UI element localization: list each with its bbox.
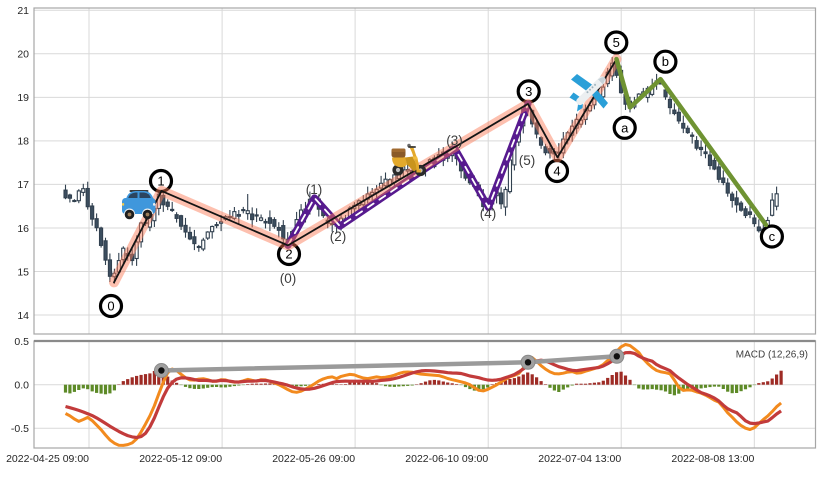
svg-text:(4): (4) (480, 206, 497, 221)
svg-text:0.5: 0.5 (14, 336, 29, 348)
svg-text:b: b (662, 54, 669, 69)
svg-text:(0): (0) (280, 271, 297, 286)
svg-text:2022-06-10 09:00: 2022-06-10 09:00 (405, 453, 488, 465)
svg-text:19: 19 (17, 92, 29, 104)
svg-text:(5): (5) (519, 153, 536, 168)
svg-text:21: 21 (17, 5, 29, 17)
svg-text:(2): (2) (330, 229, 347, 244)
svg-text:16: 16 (17, 223, 29, 235)
svg-text:2022-05-26 09:00: 2022-05-26 09:00 (272, 453, 355, 465)
svg-text:(1): (1) (306, 182, 323, 197)
svg-text:0: 0 (107, 299, 114, 314)
svg-text:15: 15 (17, 266, 29, 278)
svg-text:0.0: 0.0 (14, 380, 29, 392)
svg-text:18: 18 (17, 136, 29, 148)
svg-text:2022-07-04 13:00: 2022-07-04 13:00 (538, 453, 621, 465)
svg-text:20: 20 (17, 49, 29, 61)
svg-text:4: 4 (553, 164, 560, 179)
svg-text:2022-04-25 09:00: 2022-04-25 09:00 (6, 453, 89, 465)
svg-text:2022-08-08 13:00: 2022-08-08 13:00 (671, 453, 754, 465)
svg-text:14: 14 (17, 310, 29, 322)
svg-text:(3): (3) (446, 133, 463, 148)
svg-text:a: a (621, 120, 629, 135)
svg-text:2022-05-12 09:00: 2022-05-12 09:00 (139, 453, 222, 465)
svg-text:c: c (769, 229, 776, 244)
svg-text:17: 17 (17, 179, 29, 191)
svg-text:MACD (12,26,9): MACD (12,26,9) (736, 350, 808, 361)
svg-text:5: 5 (613, 35, 620, 50)
svg-text:3: 3 (525, 84, 532, 99)
svg-text:-0.5: -0.5 (11, 423, 29, 435)
